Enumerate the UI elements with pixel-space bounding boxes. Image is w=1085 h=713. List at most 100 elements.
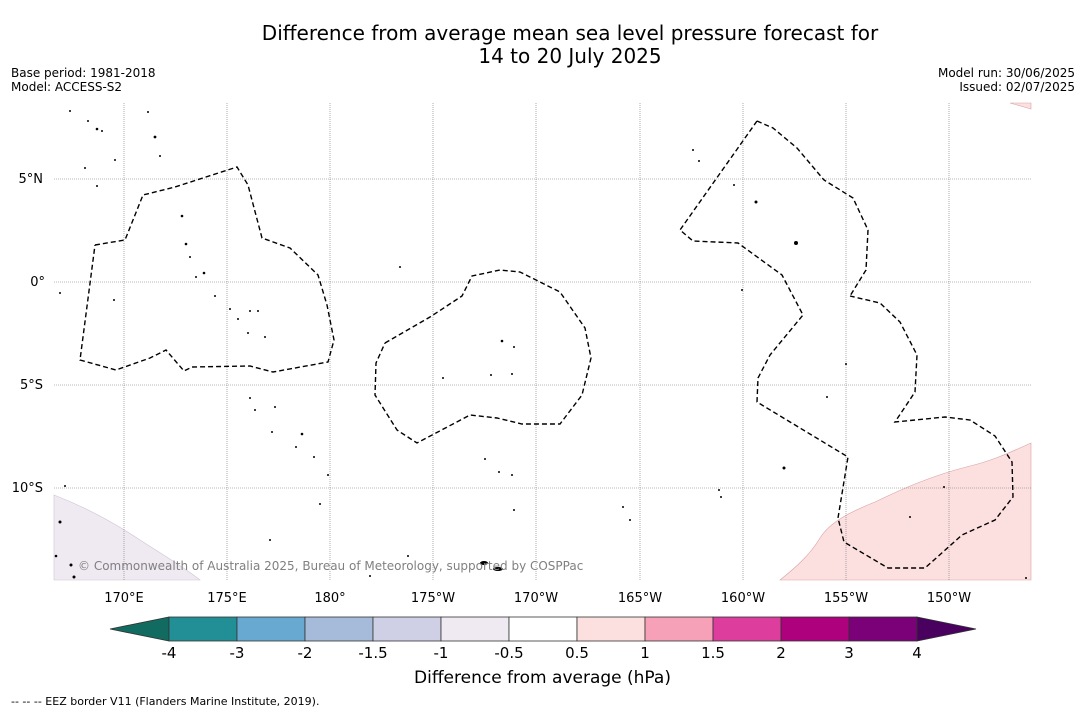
island xyxy=(101,130,103,132)
model-run: Model run: 30/06/2025 xyxy=(937,66,1075,80)
island xyxy=(513,346,515,348)
island xyxy=(269,539,271,541)
colorbar-segment xyxy=(576,616,646,642)
island xyxy=(229,308,231,310)
colorbar-tick-label: -1.5 xyxy=(358,644,387,662)
copyright-notice: © Commonwealth of Australia 2025, Bureau… xyxy=(78,559,583,573)
meta-right: Model run: 30/06/2025 Issued: 02/07/2025 xyxy=(938,66,1075,94)
latitude-labels: 5°N 0° 5°S 10°S xyxy=(12,172,45,496)
island xyxy=(69,563,73,567)
colorbar-tick-label: 0.5 xyxy=(565,644,589,662)
island xyxy=(113,299,115,301)
island xyxy=(254,409,256,411)
colorbar-tick-label: -2 xyxy=(298,644,313,662)
island xyxy=(313,456,315,458)
island xyxy=(741,289,743,291)
colorbar-segment xyxy=(236,616,306,642)
island xyxy=(159,155,161,157)
lon-label: 150°W xyxy=(927,591,971,606)
colorbar-tick-labels: -4 -3 -2 -1.5 -1 -0.5 0.5 1 1.5 2 3 4 xyxy=(162,644,922,662)
eez-border-tokelau xyxy=(374,269,592,444)
colorbar-label: Difference from average (hPa) xyxy=(414,668,671,688)
colorbar-segments xyxy=(168,616,918,642)
colorbar-under-arrow xyxy=(109,616,170,642)
island xyxy=(399,266,401,268)
colorbar-tick-label: 4 xyxy=(912,644,922,662)
island xyxy=(1025,577,1027,579)
model-name: Model: ACCESS-S2 xyxy=(11,80,123,94)
chart-title: Difference from average mean sea level p… xyxy=(0,22,1085,68)
lon-label: 175°E xyxy=(207,591,247,606)
island xyxy=(295,446,297,448)
map-background xyxy=(54,103,1031,580)
island xyxy=(247,332,249,334)
island xyxy=(319,503,321,505)
meta-left: Base period: 1981-2018 Model: ACCESS-S2 xyxy=(11,66,156,94)
island xyxy=(214,295,216,297)
island xyxy=(720,496,722,498)
lon-label: 170°E xyxy=(104,591,144,606)
island xyxy=(845,363,847,365)
longitude-labels: 170°E 175°E 180° 175°W 170°W 165°W 160°W… xyxy=(104,591,971,606)
colorbar-tick-label: -1 xyxy=(434,644,449,662)
island xyxy=(69,110,71,112)
island xyxy=(484,458,486,460)
lat-label: 0° xyxy=(30,275,45,290)
island xyxy=(513,509,515,511)
island xyxy=(202,271,206,275)
island xyxy=(490,374,492,376)
island xyxy=(493,567,503,571)
lon-label: 170°W xyxy=(514,591,558,606)
island xyxy=(500,339,504,343)
island xyxy=(826,396,828,398)
colorbar: -4 -3 -2 -1.5 -1 -0.5 0.5 1 1.5 2 3 4 xyxy=(109,616,977,662)
island xyxy=(58,520,62,524)
colorbar-tick-label: 3 xyxy=(844,644,854,662)
title-line-1: Difference from average mean sea level p… xyxy=(261,21,879,45)
anomaly-field-positive-ne xyxy=(1009,102,1032,110)
graticule xyxy=(54,103,1031,580)
island xyxy=(622,506,624,508)
island xyxy=(733,184,735,186)
island xyxy=(698,160,700,162)
island-markers xyxy=(54,110,1027,579)
colorbar-segment xyxy=(304,616,374,642)
island xyxy=(114,159,116,161)
colorbar-tick-label: 2 xyxy=(776,644,786,662)
island xyxy=(264,336,266,338)
map-area: © Commonwealth of Australia 2025, Bureau… xyxy=(53,102,1032,581)
island xyxy=(271,431,273,433)
colorbar-segment xyxy=(168,616,238,642)
lat-label: 10°S xyxy=(12,481,43,496)
island xyxy=(274,406,276,408)
colorbar-tick-label: 1.5 xyxy=(701,644,725,662)
island xyxy=(147,111,149,113)
island xyxy=(692,149,694,151)
lon-label: 155°W xyxy=(824,591,868,606)
lat-label: 5°N xyxy=(19,172,44,187)
island xyxy=(195,276,197,278)
island xyxy=(249,397,251,399)
eez-border-line-islands xyxy=(756,120,869,297)
colorbar-tick-label: 1 xyxy=(640,644,650,662)
colorbar-tick-label: -3 xyxy=(230,644,245,662)
island xyxy=(54,554,58,558)
colorbar-segment xyxy=(780,616,850,642)
colorbar-tick-label: -4 xyxy=(162,644,177,662)
island xyxy=(369,575,371,577)
lon-label: 180° xyxy=(314,591,345,606)
island xyxy=(498,471,500,473)
lon-label: 175°W xyxy=(411,591,455,606)
eez-border-kiribati-gilbert xyxy=(79,166,335,373)
colorbar-segment xyxy=(440,616,510,642)
island xyxy=(59,292,61,294)
island xyxy=(511,474,513,476)
island xyxy=(184,242,188,246)
title-line-2: 14 to 20 July 2025 xyxy=(478,44,662,68)
lat-label: 5°S xyxy=(20,378,43,393)
island xyxy=(480,561,488,565)
island xyxy=(64,485,66,487)
anomaly-field-positive-se xyxy=(779,442,1032,581)
colorbar-segment xyxy=(372,616,442,642)
island xyxy=(782,466,786,470)
